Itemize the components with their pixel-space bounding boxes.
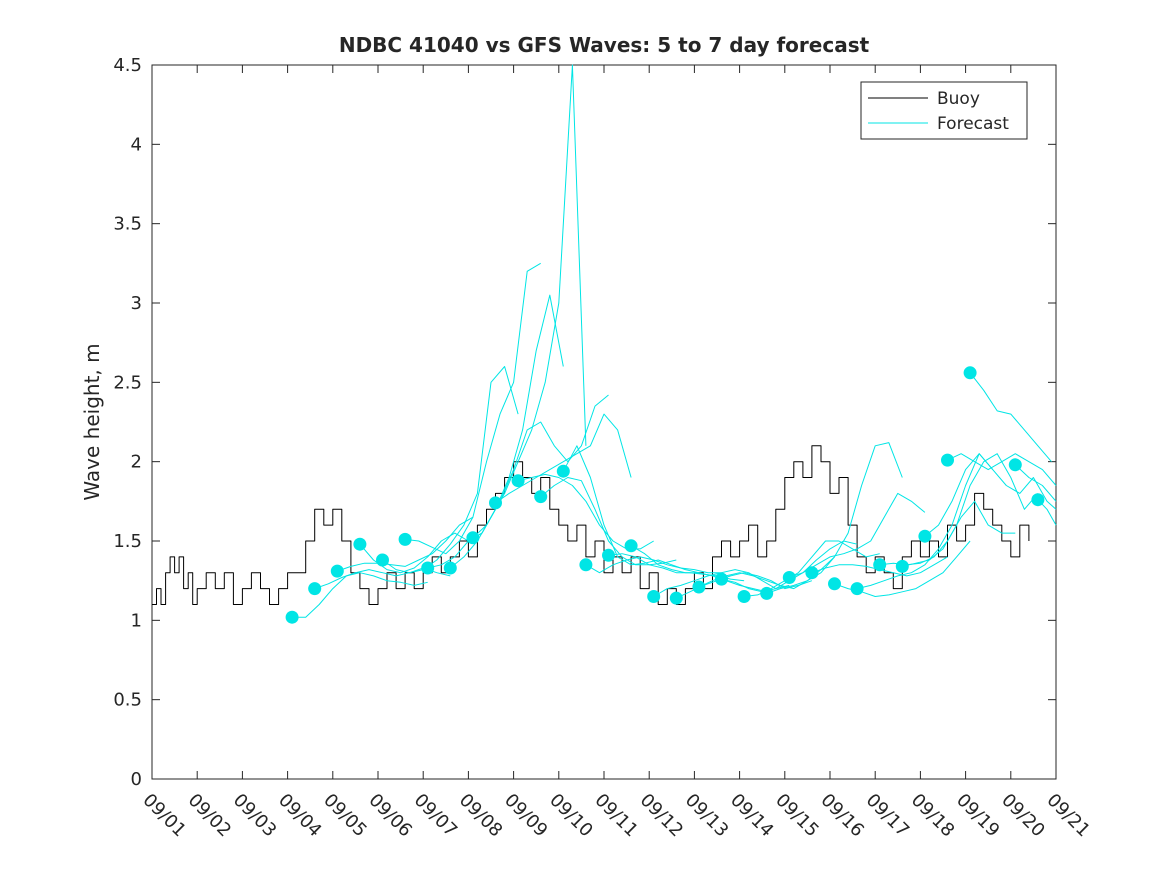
forecast-start-marker — [421, 561, 435, 575]
forecast-start-marker — [737, 590, 751, 603]
forecast-line — [292, 572, 428, 618]
forecast-line — [540, 477, 677, 566]
legend-forecast-label: Forecast — [937, 114, 1009, 134]
forecast-start-markers — [285, 366, 1045, 624]
forecast-line — [1014, 464, 1057, 502]
y-axis-label: Wave height, m — [80, 343, 104, 500]
plot-area — [151, 64, 1057, 780]
forecast-start-marker — [330, 564, 344, 578]
forecast-line — [924, 453, 1057, 537]
forecast-start-marker — [918, 529, 932, 543]
y-tick-label: 1.5 — [113, 531, 142, 552]
forecast-line — [902, 453, 1039, 567]
forecast-start-marker — [850, 582, 864, 596]
forecast-line — [585, 556, 722, 574]
forecast-start-marker — [828, 577, 841, 591]
forecast-line — [562, 445, 700, 574]
y-tick-label: 3 — [131, 293, 142, 314]
y-tick-label: 4 — [131, 134, 142, 155]
forecast-start-marker — [715, 572, 728, 586]
y-tick-label: 4.5 — [113, 55, 142, 76]
forecast-line — [495, 413, 632, 504]
y-tick-label: 3.5 — [113, 214, 142, 235]
forecast-start-marker — [602, 548, 615, 562]
buoy-line — [152, 445, 1030, 605]
y-tick-label: 1 — [131, 610, 142, 631]
forecast-line — [405, 262, 541, 555]
forecast-start-marker — [669, 591, 683, 605]
forecast-start-marker — [805, 566, 819, 580]
forecast-line — [856, 453, 994, 590]
forecast-start-marker — [579, 558, 593, 572]
forecast-start-marker — [624, 539, 638, 553]
forecast-start-marker — [489, 496, 502, 510]
forecast-start-marker — [443, 561, 457, 575]
forecast-start-marker — [941, 453, 954, 467]
forecast-start-marker — [963, 366, 977, 380]
forecast-start-marker — [1008, 458, 1022, 472]
forecast-start-marker — [873, 558, 887, 572]
chart-title: NDBC 41040 vs GFS Waves: 5 to 7 day fore… — [339, 33, 870, 57]
forecast-line — [382, 366, 519, 574]
forecast-line — [766, 442, 903, 594]
forecast-start-marker — [398, 532, 412, 546]
forecast-start-marker — [647, 590, 661, 603]
forecast-start-marker — [1031, 493, 1045, 507]
y-tick-label: 0 — [131, 769, 142, 790]
forecast-start-marker — [353, 537, 367, 551]
legend-box — [860, 81, 1028, 140]
forecast-start-marker — [782, 571, 796, 584]
legend: Buoy Forecast — [860, 81, 1028, 140]
forecast-start-marker — [895, 559, 909, 573]
forecast-start-marker — [308, 582, 322, 596]
forecast-line — [947, 453, 1057, 486]
forecast-start-marker — [556, 464, 570, 478]
forecast-line — [969, 372, 1052, 463]
forecast-line — [449, 64, 587, 569]
forecast-start-marker — [511, 474, 525, 488]
forecast-start-marker — [466, 531, 480, 545]
axis-ticks — [151, 64, 1057, 780]
y-tick-label: 2.5 — [113, 372, 142, 393]
forecast-start-marker — [285, 610, 299, 624]
forecast-start-marker — [760, 586, 774, 600]
forecast-start-marker — [534, 490, 548, 504]
y-tick-label: 0.5 — [113, 690, 142, 711]
y-tick-label: 2 — [131, 452, 142, 473]
legend-buoy-label: Buoy — [937, 89, 980, 109]
y-tick-labels: 0 0.5 1 1.5 2 2.5 3 3.5 4 4.5 — [113, 55, 142, 790]
forecast-start-marker — [692, 580, 706, 594]
forecast-start-marker — [376, 553, 389, 567]
